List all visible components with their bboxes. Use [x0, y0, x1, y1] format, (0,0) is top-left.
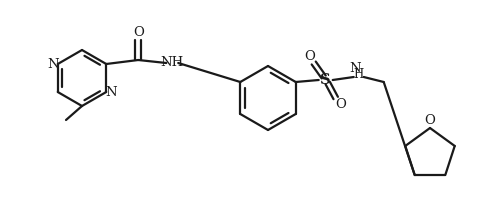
Text: O: O [305, 49, 315, 62]
Text: N: N [349, 62, 361, 76]
Text: H: H [354, 68, 364, 81]
Text: O: O [133, 25, 143, 38]
Text: N: N [105, 86, 117, 98]
Text: O: O [335, 98, 346, 111]
Text: NH: NH [161, 56, 184, 68]
Text: N: N [47, 57, 59, 70]
Text: O: O [425, 114, 435, 127]
Text: S: S [321, 73, 331, 87]
